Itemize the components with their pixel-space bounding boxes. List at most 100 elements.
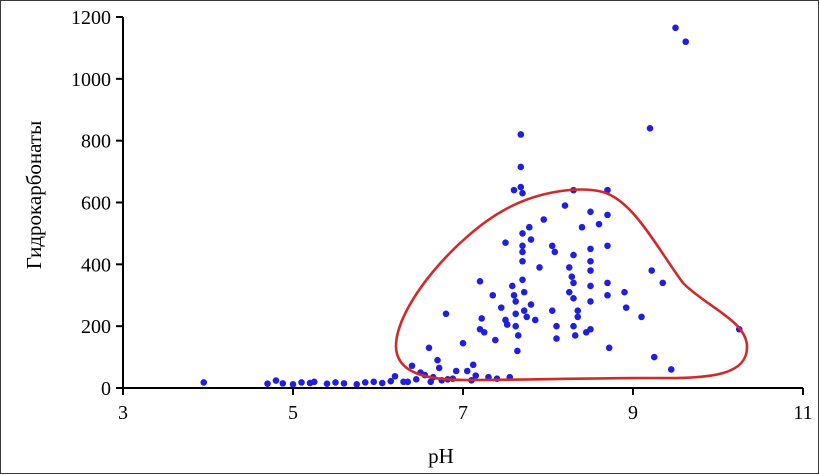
data-point <box>514 332 522 339</box>
y-axis-label: Гидрокарбонаты <box>22 121 46 269</box>
data-point <box>574 307 582 315</box>
x-tick-label: 7 <box>458 402 468 424</box>
data-point <box>548 307 556 315</box>
data-point <box>587 208 594 216</box>
data-point <box>404 378 412 386</box>
data-point <box>519 276 526 284</box>
data-point <box>561 202 569 209</box>
data-point <box>509 282 516 290</box>
data-point <box>514 347 521 355</box>
data-point <box>587 267 594 274</box>
data-point <box>646 125 654 132</box>
data-point <box>527 236 535 243</box>
data-point <box>578 223 586 231</box>
data-point <box>604 242 611 250</box>
data-point <box>565 264 573 271</box>
data-point <box>527 301 535 308</box>
data-point <box>587 245 594 253</box>
data-point <box>298 379 305 386</box>
data-point <box>323 380 331 387</box>
y-tick-label: 400 <box>81 254 111 276</box>
data-point <box>510 291 518 299</box>
data-point <box>310 378 318 386</box>
x-ticks: 3 5 7 9 11 <box>118 388 813 424</box>
x-axis-label: pH <box>428 444 454 468</box>
data-point <box>517 183 525 191</box>
data-point <box>492 336 499 344</box>
y-tick-label: 1000 <box>71 69 111 91</box>
data-point <box>332 379 339 386</box>
data-point <box>279 380 287 387</box>
data-point <box>605 344 613 352</box>
data-point <box>587 282 594 290</box>
data-point <box>517 163 525 171</box>
data-point <box>370 378 378 386</box>
data-point <box>548 242 556 250</box>
data-point <box>289 380 297 388</box>
data-point <box>519 248 526 256</box>
data-point <box>604 279 611 287</box>
data-point <box>517 131 525 138</box>
data-point <box>519 189 526 197</box>
data-point <box>659 279 667 287</box>
data-point <box>391 372 399 380</box>
data-point <box>519 242 526 250</box>
data-point <box>570 251 577 259</box>
data-point <box>378 379 386 387</box>
data-point <box>667 366 675 373</box>
data-point <box>650 353 658 361</box>
data-point <box>435 364 443 372</box>
data-point <box>553 335 560 342</box>
data-point <box>648 267 655 274</box>
data-point <box>512 310 519 318</box>
data-point <box>536 264 543 271</box>
data-point <box>463 367 471 375</box>
y-tick-label: 600 <box>81 193 111 215</box>
data-point <box>587 257 594 265</box>
data-point <box>425 344 433 352</box>
data-point <box>540 216 548 223</box>
data-point <box>568 273 576 281</box>
y-ticks: 0 200 400 600 800 1000 1200 <box>71 7 123 400</box>
data-point <box>672 24 679 32</box>
data-point <box>361 379 369 386</box>
data-point <box>587 298 594 305</box>
data-point <box>520 288 528 296</box>
data-point <box>621 288 628 296</box>
data-point <box>523 313 531 321</box>
data-point <box>520 307 528 315</box>
data-point <box>574 313 582 321</box>
data-point <box>682 38 689 46</box>
data-point <box>571 332 579 339</box>
data-point <box>480 329 488 336</box>
data-point <box>340 380 348 387</box>
data-point <box>638 313 645 321</box>
data-point <box>272 377 280 384</box>
data-point <box>412 376 420 383</box>
y-tick-label: 200 <box>81 316 111 338</box>
data-point <box>442 310 450 318</box>
data-point <box>476 278 484 285</box>
data-point <box>387 377 395 385</box>
x-tick-label: 3 <box>118 402 128 424</box>
data-point <box>570 322 577 330</box>
data-point <box>587 325 594 333</box>
x-tick-label: 9 <box>628 402 638 424</box>
data-point <box>459 339 467 347</box>
data-point <box>472 372 480 379</box>
data-point <box>502 239 509 246</box>
cluster-outline <box>394 188 749 382</box>
data-point <box>434 356 441 364</box>
data-point <box>489 291 497 299</box>
points-layer <box>200 24 743 388</box>
data-point <box>469 361 477 369</box>
data-point <box>526 223 533 231</box>
data-point <box>264 380 271 387</box>
data-point <box>519 257 526 265</box>
data-point <box>553 322 560 330</box>
data-point <box>497 304 505 311</box>
data-point <box>604 211 611 219</box>
data-point <box>595 220 603 228</box>
y-tick-label: 0 <box>101 378 111 400</box>
